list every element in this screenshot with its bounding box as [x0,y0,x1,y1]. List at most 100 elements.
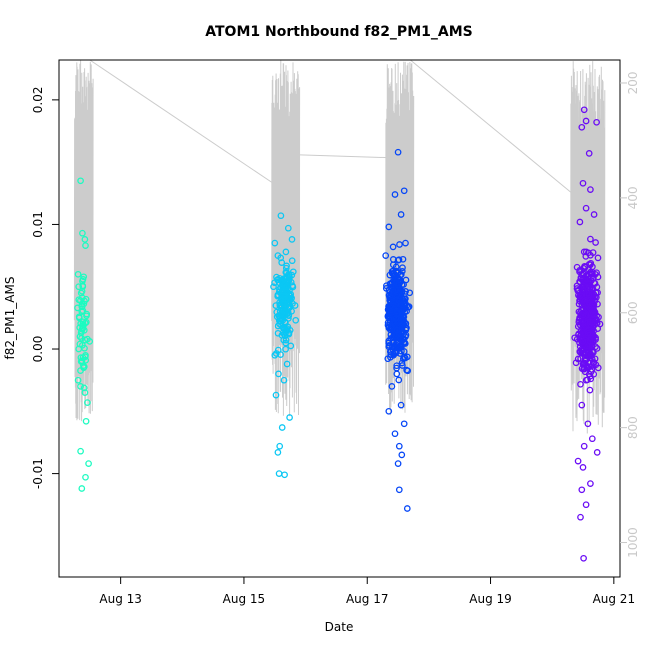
series-1 [74,177,94,492]
data-point [74,376,82,384]
data-point [400,336,407,343]
data-point [275,370,282,378]
data-point [84,335,91,343]
data-point [79,307,87,314]
data-point [280,376,288,384]
y-axis-label: f82_PM1_AMS [3,277,17,360]
data-point [396,276,404,284]
data-point [277,212,285,220]
data-point [388,383,396,390]
data-point [585,150,593,157]
data-point [77,447,84,455]
y2-tick-label: 200 [626,72,640,95]
data-point [398,451,406,459]
data-point [390,297,398,305]
data-point [278,259,286,266]
data-point [395,376,403,384]
data-point [588,342,596,350]
data-point [79,277,86,285]
data-point [579,338,587,345]
data-point [588,435,596,443]
data-point [82,242,89,249]
data-point [580,264,587,272]
data-point [590,211,598,218]
data-point [585,291,593,298]
data-point [588,366,596,373]
data-point [75,283,83,291]
data-point [286,414,293,421]
data-point [84,399,91,406]
data-point [79,229,86,237]
data-point [397,307,405,315]
data-point [394,148,402,156]
data-point [397,211,405,218]
data-point [400,187,408,195]
data-point [292,316,300,324]
data-point [271,279,278,287]
data-point [587,235,594,243]
data-point [586,372,594,380]
data-point [284,224,292,232]
data-point [580,349,588,356]
data-point [81,389,89,396]
data-point [77,383,84,390]
data-point [580,248,588,256]
data-point [288,257,296,265]
x-tick-label: Aug 17 [346,592,389,606]
data-point [582,357,589,365]
y-tick-label: 0.02 [31,87,45,114]
plot-frame [58,59,621,578]
data-point [400,420,408,428]
data-point [393,307,401,315]
data-point [387,351,395,359]
data-point [580,365,587,373]
data-point [402,295,409,303]
data-point [283,288,290,296]
data-point [389,243,397,251]
x-tick-label: Aug 19 [469,592,512,606]
data-point [79,320,87,328]
data-point [584,283,591,291]
data-point [77,177,84,185]
data-point [85,460,92,467]
y-tick-label: 0.01 [31,211,45,238]
data-point [291,302,299,309]
data-point [278,424,286,431]
data-point [594,364,602,372]
data-point [289,283,297,291]
data-point [594,300,601,308]
data-point [385,407,393,415]
data-point [403,353,411,361]
data-point [393,291,401,299]
data-point [396,241,403,248]
data-point [579,464,587,471]
data-point [399,362,406,369]
data-point [273,273,280,281]
data-point [282,339,290,347]
y-tick-label: -0.01 [31,458,45,489]
data-point [573,335,581,343]
data-point [400,353,408,361]
y2-tick-label: 400 [626,186,640,209]
data-point [274,449,282,456]
data-point [394,331,401,338]
data-point [584,420,592,428]
data-point [575,300,583,308]
data-point [74,270,82,278]
data-point [591,280,599,287]
data-point [582,117,590,125]
data-point [82,351,89,359]
data-point [575,286,582,294]
data-point [288,294,295,302]
data-point [402,288,409,295]
data-point [392,263,400,271]
data-point [585,326,592,334]
data-point [395,442,403,450]
data-point [589,310,597,317]
data-point [593,449,601,456]
series-4 [571,106,604,562]
data-point [392,349,400,356]
data-point [395,486,403,494]
x-tick-label: Aug 13 [99,592,142,606]
chart-title: ATOM1 Northbound f82_PM1_AMS [205,24,472,40]
